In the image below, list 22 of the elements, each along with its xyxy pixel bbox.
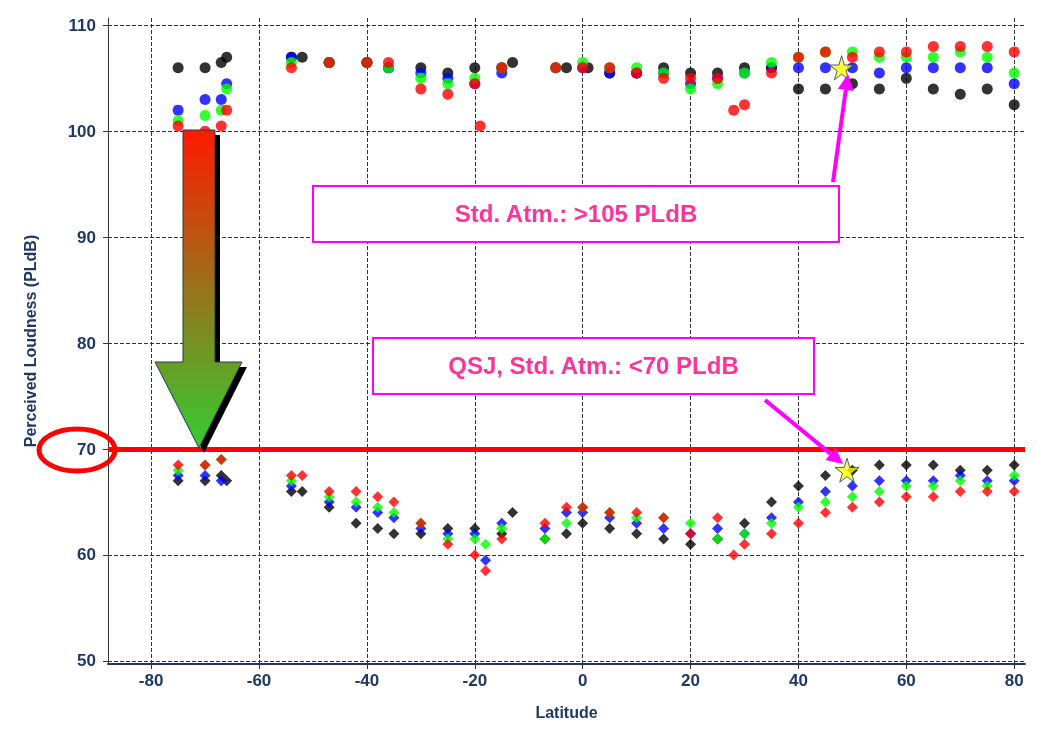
x-tick-label: -40 [354, 671, 380, 690]
annotation: Std. Atm.: >105 PLdB [454, 200, 698, 228]
y-tick-label: 70 [77, 439, 96, 459]
x-tick-label: -80 [138, 671, 164, 690]
x-tick-label: -60 [246, 671, 272, 690]
y-tick-label: 90 [77, 227, 96, 247]
x-tick-label: 0 [577, 671, 588, 690]
y-tick-label: 110 [68, 15, 96, 35]
y-tick-label: 60 [77, 545, 96, 565]
x-tick-label: 40 [788, 671, 808, 690]
x-tick-label: 80 [1004, 671, 1024, 690]
callout-box: Std. Atm.: >105 PLdB [312, 185, 840, 243]
callout-box: QSJ, Std. Atm.: <70 PLdB [372, 337, 815, 395]
x-tick-label: -20 [462, 671, 488, 690]
y-tick-label: 100 [67, 121, 96, 141]
annotation: QSJ, Std. Atm.: <70 PLdB [448, 352, 739, 380]
x-tick-label: 60 [896, 671, 916, 690]
x-tick-label: 20 [681, 671, 701, 690]
y-axis-title: Perceived Loudness (PLdB) [21, 234, 39, 448]
x-axis-title: Latitude [535, 703, 598, 721]
y-tick-label: 50 [77, 651, 96, 671]
y-tick-label: 80 [77, 333, 96, 353]
